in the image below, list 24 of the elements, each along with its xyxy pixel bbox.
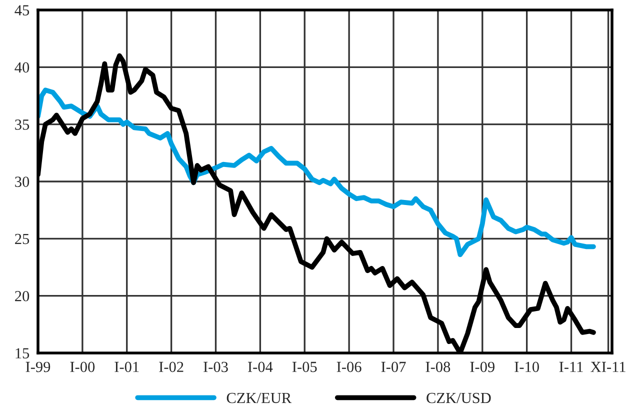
y-tick-label: 45 <box>14 5 30 16</box>
x-tick-label: I-04 <box>248 362 273 372</box>
x-tick-label: I-01 <box>114 362 139 372</box>
y-tick-label: 30 <box>15 176 30 187</box>
y-tick-label: 35 <box>15 120 30 130</box>
x-tick-label: XI-11 <box>590 362 626 372</box>
legend-label: CZK/USD <box>426 392 491 404</box>
x-tick-label: I-02 <box>159 362 184 372</box>
x-tick-label: I-03 <box>204 362 228 372</box>
x-tick-label: I-10 <box>514 362 539 372</box>
x-tick-label: I-09 <box>470 362 494 372</box>
y-tick-label: 25 <box>15 234 30 244</box>
x-tick-label: I-11 <box>559 362 583 372</box>
x-tick-label: I-07 <box>381 362 406 372</box>
x-tick-label: I-08 <box>426 362 450 372</box>
x-tick-label: I-06 <box>336 362 362 372</box>
x-tick-label: I-05 <box>292 362 317 372</box>
legend-label: CZK/EUR <box>226 392 292 404</box>
y-tick-label: 40 <box>14 62 30 73</box>
line-series <box>38 88 596 258</box>
x-tick-label: I-99 <box>26 362 50 372</box>
y-tick-label: 20 <box>15 290 30 302</box>
x-tick-label: I-00 <box>70 362 95 372</box>
y-tick-label: 15 <box>16 348 30 358</box>
